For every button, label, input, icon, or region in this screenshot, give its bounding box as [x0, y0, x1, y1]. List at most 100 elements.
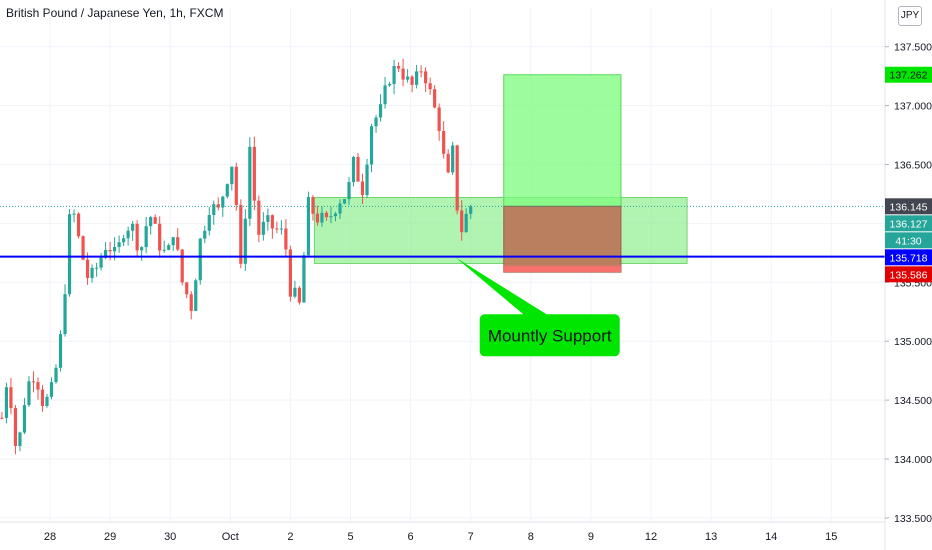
- candle-down: [239, 204, 243, 264]
- price-label-bg: [885, 232, 932, 249]
- candle-up: [117, 242, 121, 247]
- candle-up: [22, 405, 27, 433]
- candle-down: [284, 228, 288, 250]
- lines: [0, 205, 885, 258]
- candles: [0, 58, 473, 455]
- x-tick-label: 7: [468, 531, 474, 543]
- y-tick-label: 137.000: [894, 101, 932, 113]
- x-tick-label: 5: [347, 531, 353, 543]
- candle-down: [442, 131, 446, 154]
- candle-up: [320, 212, 324, 223]
- y-axis[interactable]: 133.500134.000134.500135.000135.500136.0…: [884, 0, 932, 550]
- candle-up: [18, 432, 22, 446]
- candle-down: [428, 83, 432, 90]
- y-tick-label: 134.500: [894, 395, 932, 407]
- candle-down: [455, 145, 459, 211]
- x-tick-label: 13: [705, 531, 717, 543]
- annotation[interactable]: Mountly Support: [455, 257, 620, 357]
- price-label-bg: [885, 66, 932, 83]
- candle-up: [94, 267, 99, 269]
- candle-down: [108, 249, 112, 252]
- candle-up: [212, 204, 216, 215]
- candle-up: [103, 249, 108, 258]
- stop-box: [503, 205, 622, 273]
- x-tick-label: 12: [645, 531, 657, 543]
- candle-down: [158, 223, 162, 251]
- candle-down: [424, 71, 428, 84]
- price-label: 135.718: [890, 252, 928, 264]
- zones: [313, 74, 688, 273]
- x-tick-label: 29: [104, 531, 116, 543]
- candle-down: [410, 76, 414, 85]
- candle-down: [36, 382, 40, 390]
- candle-up: [248, 146, 252, 219]
- candle-down: [360, 181, 365, 196]
- candle-up: [369, 126, 374, 165]
- candle-up: [338, 203, 342, 214]
- price-label-bg: [885, 249, 932, 266]
- candle-up: [131, 223, 135, 231]
- candle-up: [347, 182, 351, 200]
- candle-down: [356, 156, 360, 182]
- candle-up: [464, 213, 468, 233]
- candle-up: [387, 83, 392, 86]
- candle-down: [40, 389, 45, 406]
- candle-up: [415, 71, 419, 85]
- y-tick-label: 136.500: [894, 160, 932, 172]
- grid: [0, 8, 885, 522]
- candle-up: [243, 218, 247, 264]
- y-tick-label: 135.000: [894, 336, 932, 348]
- x-axis[interactable]: 28 29 30 Oct 2 5 6 7 8 9 12 13 14 15: [0, 521, 885, 543]
- x-tick-label: 30: [164, 531, 176, 543]
- price-label: 41:30: [895, 235, 921, 247]
- target-box: [503, 74, 622, 207]
- candle-down: [81, 236, 85, 260]
- candle-down: [401, 68, 405, 80]
- candle-down: [216, 204, 220, 208]
- candle-up: [58, 334, 63, 368]
- x-tick-label: 8: [528, 531, 534, 543]
- candle-up: [45, 396, 49, 406]
- support-zone: [313, 196, 688, 264]
- candle-down: [437, 107, 441, 132]
- candle-up: [126, 230, 130, 239]
- candle-up: [230, 166, 234, 185]
- candle-down: [0, 417, 4, 419]
- callout-text: Mountly Support: [488, 326, 612, 345]
- candle-up: [203, 230, 207, 239]
- candle-up: [63, 294, 67, 335]
- candle-down: [396, 66, 401, 69]
- candle-down: [234, 166, 238, 205]
- candle-down: [76, 213, 81, 237]
- x-tick-label: 15: [825, 531, 837, 543]
- candle-up: [27, 381, 31, 406]
- x-tick-label: 14: [765, 531, 777, 543]
- candle-down: [275, 228, 279, 230]
- candle-down: [31, 381, 36, 383]
- candle-up: [383, 85, 387, 105]
- callout-box: [479, 314, 620, 357]
- candle-up: [67, 214, 72, 295]
- candle-up: [374, 117, 378, 127]
- candle-up: [4, 387, 9, 418]
- candle-up: [140, 247, 144, 251]
- price-label: 136.127: [890, 218, 928, 230]
- candle-up: [198, 238, 202, 281]
- y-tick-label: 134.000: [894, 454, 932, 466]
- x-tick-label: 9: [588, 531, 594, 543]
- x-tick-label: Oct: [222, 531, 239, 543]
- candle-down: [153, 217, 157, 224]
- x-tick-label: 2: [287, 531, 293, 543]
- y-tick-label: 137.500: [894, 42, 932, 54]
- candle-up: [171, 237, 175, 246]
- candle-up: [293, 287, 297, 297]
- candle-up: [266, 215, 270, 222]
- candle-up: [167, 245, 171, 250]
- currency-badge[interactable]: JPY: [898, 6, 922, 26]
- candle-up: [221, 196, 225, 208]
- price-label-bg: [885, 215, 932, 232]
- candle-down: [460, 210, 464, 233]
- candle-up: [392, 66, 396, 84]
- candle-up: [333, 213, 338, 217]
